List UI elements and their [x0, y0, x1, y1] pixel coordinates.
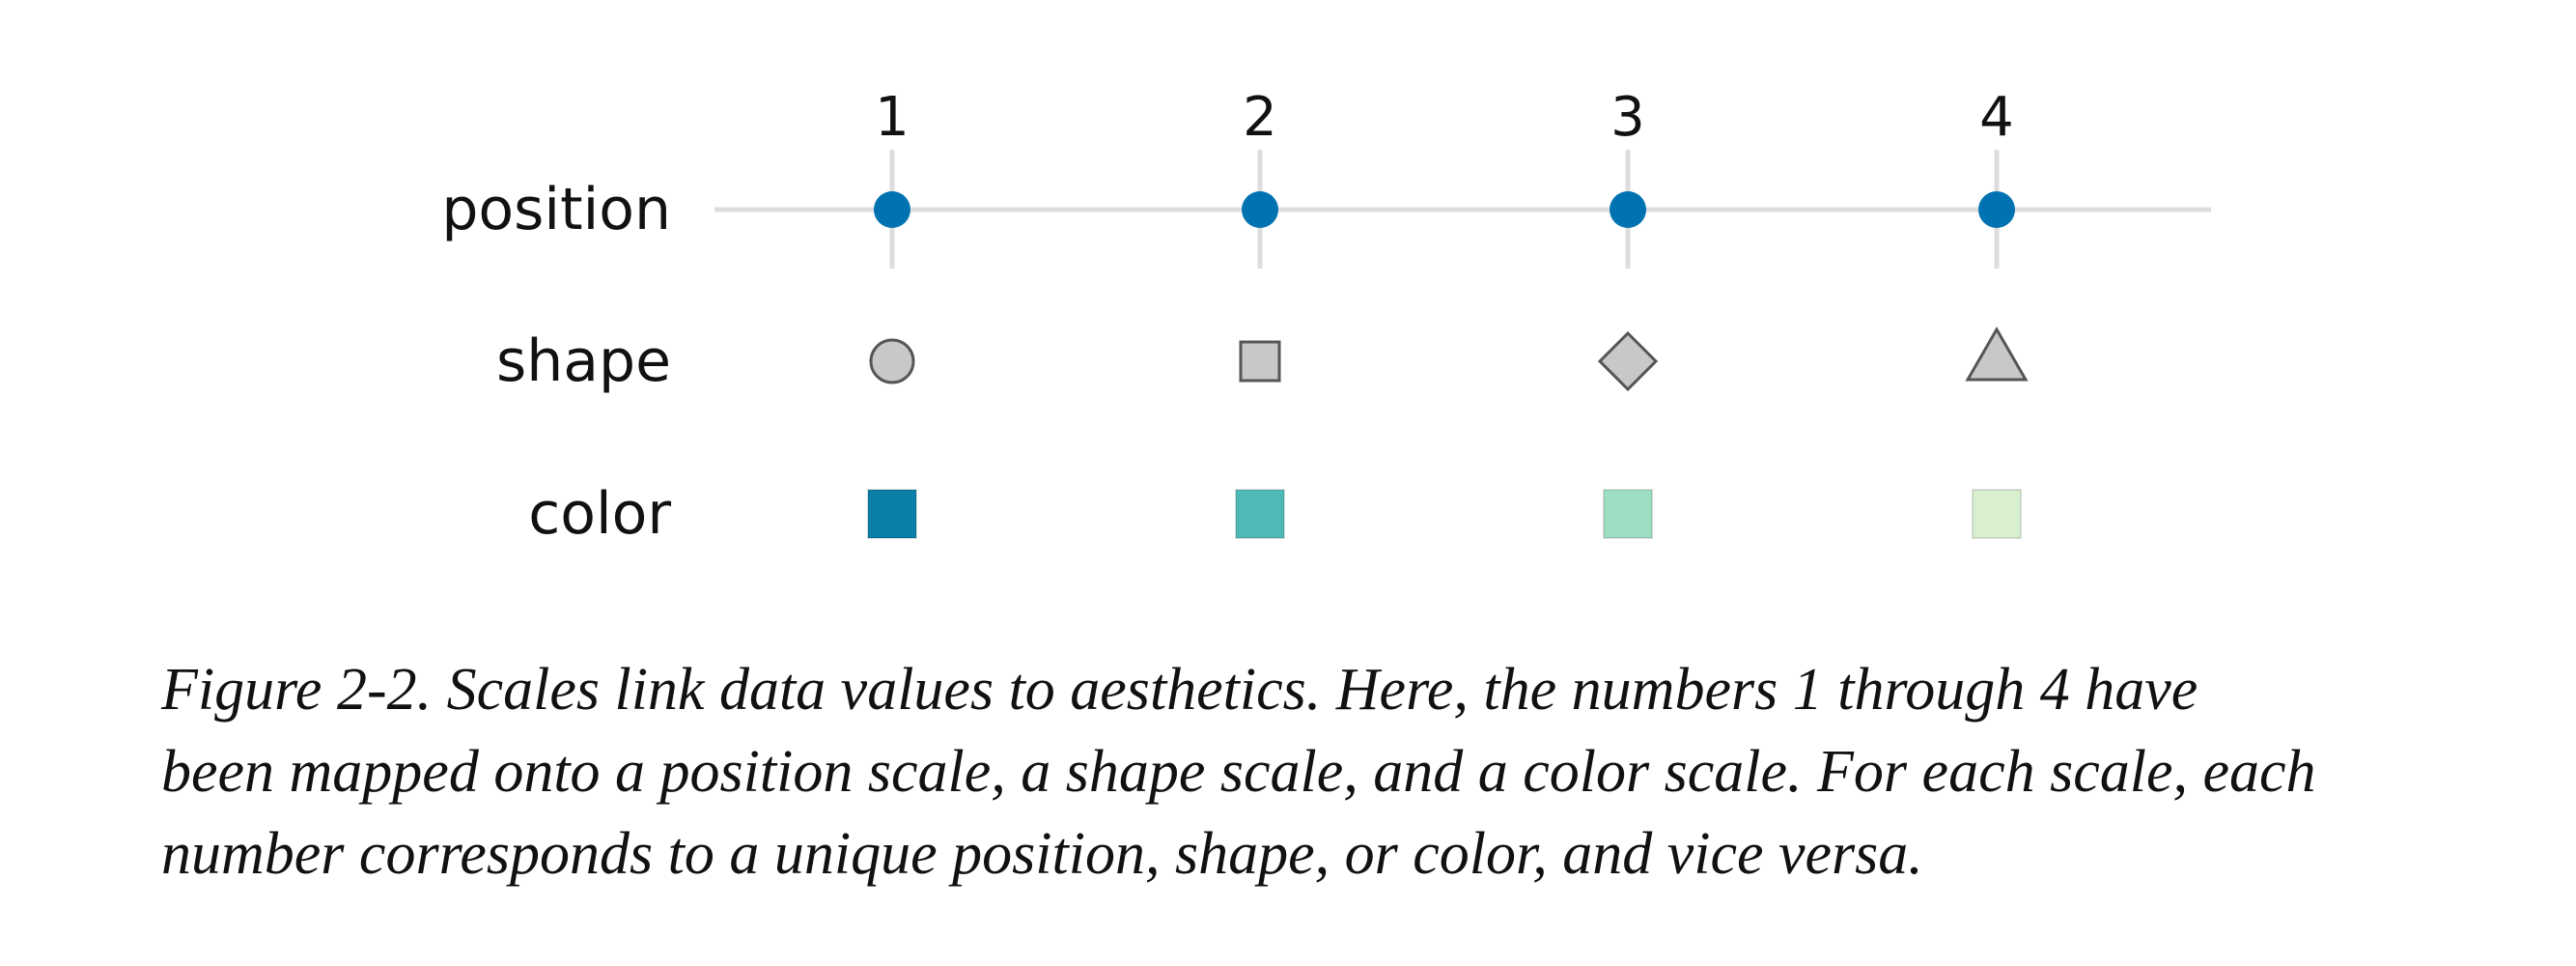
row-label-shape: shape: [496, 327, 671, 395]
position-point: [1242, 191, 1278, 228]
tick-label: 2: [1243, 86, 1277, 149]
position-point: [1978, 191, 2015, 228]
row-label-color: color: [528, 480, 671, 548]
position-scale-row: [714, 150, 2211, 269]
figure-caption: Figure 2-2. Scales link data values to a…: [161, 649, 2517, 895]
row-labels: position shape color: [441, 176, 671, 548]
position-point: [1610, 191, 1646, 228]
diamond-shape: [1597, 330, 1659, 392]
color-swatch: [1603, 489, 1653, 539]
caption-line: number corresponds to a unique position,…: [161, 821, 1923, 887]
color-scale-row: [867, 489, 2022, 539]
color-swatch: [1972, 489, 2022, 539]
tick-labels: 1 2 3 4: [875, 86, 2014, 149]
triangle-shape: [1965, 326, 2029, 382]
tick-label: 1: [875, 86, 910, 149]
color-swatch: [1235, 489, 1285, 539]
color-swatch: [867, 489, 917, 539]
scales-figure: 1 2 3 4 position shape color: [441, 86, 2211, 548]
caption-line: been mapped onto a position scale, a sha…: [161, 739, 2316, 805]
square-shape: [1239, 340, 1281, 383]
circle-shape: [869, 338, 915, 384]
caption-line: Figure 2-2. Scales link data values to a…: [161, 657, 2198, 723]
row-label-position: position: [441, 176, 671, 243]
position-point: [874, 191, 910, 228]
shape-scale-row: [869, 326, 2029, 392]
tick-label: 4: [1979, 86, 2014, 149]
tick-label: 3: [1610, 86, 1645, 149]
